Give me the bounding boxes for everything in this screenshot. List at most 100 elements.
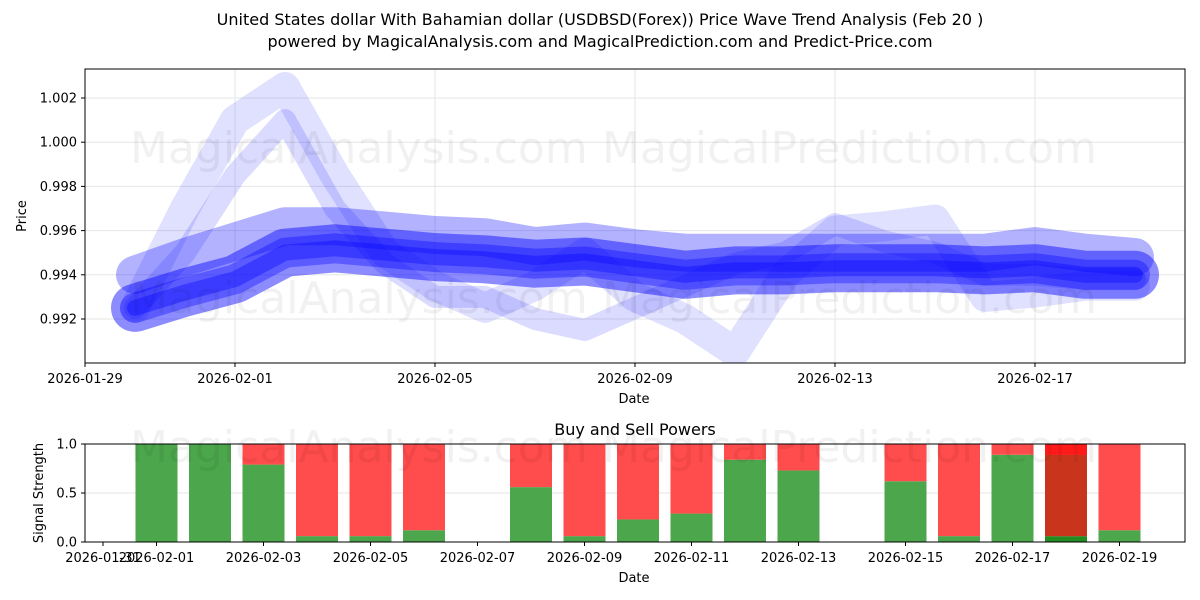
sell-bar — [991, 444, 1034, 455]
wave-band — [127, 240, 1143, 316]
wave-band — [120, 72, 1150, 363]
signal-bar — [189, 444, 231, 542]
signal-bar — [724, 444, 766, 542]
sell-bar — [777, 444, 820, 471]
x-tick-label: 2026-02-07 — [440, 551, 516, 566]
price-wave-bands — [111, 72, 1159, 363]
x-tick-label: 2026-02-01 — [197, 372, 273, 387]
x-tick-label: 2026-02-11 — [654, 551, 730, 566]
x-tick-label: 2026-02-05 — [397, 372, 473, 387]
signal-bar — [296, 444, 338, 542]
y-tick-label: 0.998 — [40, 180, 77, 195]
wave-band — [124, 109, 1146, 341]
buy-bar — [1045, 536, 1087, 542]
signal-bar — [403, 444, 445, 542]
bottom-x-label: Date — [618, 571, 649, 586]
sell-bar — [670, 444, 713, 514]
buy-bar — [724, 459, 766, 542]
x-tick-label: 2026-02-01 — [119, 551, 195, 566]
y-tick-label: 0.992 — [40, 313, 77, 328]
buy-sell-plot: Buy and Sell Powers MagicalAnalysis.com … — [32, 420, 1186, 586]
bottom-y-axis: 0.0 0.5 1.0 — [56, 438, 85, 551]
sell-bar — [1098, 444, 1141, 531]
x-tick-label: 2026-01-31 — [65, 551, 141, 566]
x-tick-label: 2026-02-09 — [597, 372, 673, 387]
x-tick-label: 2026-02-19 — [1082, 551, 1158, 566]
wave-band — [120, 233, 1150, 323]
signal-bar — [1098, 444, 1141, 542]
sell-bar — [296, 444, 338, 537]
x-tick-label: 2026-02-15 — [868, 551, 944, 566]
y-tick-label: 1.002 — [40, 92, 77, 107]
sell-bar — [617, 444, 659, 520]
signal-bar — [349, 444, 392, 542]
x-tick-label: 2026-02-17 — [975, 551, 1051, 566]
signal-bar — [510, 444, 552, 542]
sell-bar — [403, 444, 445, 531]
x-tick-label: 2026-01-29 — [47, 372, 123, 387]
x-tick-label: 2026-02-05 — [333, 551, 409, 566]
watermark-analysis: MagicalAnalysis.com — [130, 123, 588, 174]
chart-subtitle: powered by MagicalAnalysis.com and Magic… — [267, 32, 933, 51]
sell-bar — [242, 444, 285, 465]
signal-bar — [242, 444, 285, 542]
buy-bar — [296, 536, 338, 542]
signal-bar — [1045, 444, 1087, 542]
signal-bar — [777, 444, 820, 542]
signal-bar — [670, 444, 713, 542]
sell-bar — [510, 444, 552, 488]
sell-bar — [349, 444, 392, 537]
wave-band — [116, 207, 1154, 294]
sell-strong-bar — [1045, 444, 1087, 455]
bottom-y-label: Signal Strength — [32, 443, 47, 543]
buy-sell-bars — [135, 444, 1141, 542]
chart-title: United States dollar With Bahamian dolla… — [216, 10, 984, 29]
sell-bar — [884, 444, 927, 482]
watermark-prediction-2: MagicalPrediction.com — [602, 273, 1097, 324]
x-tick-label: 2026-02-03 — [226, 551, 302, 566]
buy-bar — [403, 530, 445, 542]
buy-bar — [991, 454, 1034, 542]
buy-bar — [884, 481, 927, 542]
sell-bar — [938, 444, 980, 537]
y-tick-label: 0.0 — [56, 536, 77, 551]
buy-bar — [563, 536, 606, 542]
signal-bar — [563, 444, 606, 542]
y-tick-label: 1.0 — [56, 438, 77, 453]
buy-bar — [938, 536, 980, 542]
x-tick-label: 2026-02-17 — [997, 372, 1073, 387]
y-tick-label: 0.994 — [40, 268, 77, 283]
watermark-prediction-3: MagicalPrediction.com — [602, 422, 1097, 473]
signal-bar — [884, 444, 927, 542]
y-tick-label: 1.000 — [40, 136, 77, 151]
signal-bar — [617, 444, 659, 542]
buy-bar — [617, 519, 659, 542]
buy-bar — [135, 444, 178, 542]
sell-bar — [724, 444, 766, 460]
buy-bar — [510, 487, 552, 542]
sell-bar — [563, 444, 606, 537]
signal-bar — [938, 444, 980, 542]
overlap-bar — [1045, 454, 1087, 537]
wave-band — [111, 224, 1159, 332]
price-wave-plot: MagicalAnalysis.com MagicalPrediction.co… — [15, 68, 1186, 407]
buy-bar — [1098, 530, 1141, 542]
main-y-axis: 0.992 0.994 0.996 0.998 1.000 1.002 — [40, 92, 85, 328]
watermark-analysis-2: MagicalAnalysis.com — [130, 273, 588, 324]
y-tick-label: 0.996 — [40, 224, 77, 239]
x-tick-label: 2026-02-13 — [797, 372, 873, 387]
buy-bar — [670, 513, 713, 542]
buy-sell-title: Buy and Sell Powers — [554, 420, 716, 439]
buy-bar — [777, 470, 820, 542]
main-x-axis: 2026-01-29 2026-02-01 2026-02-05 2026-02-09… — [47, 363, 1073, 387]
main-x-label: Date — [618, 392, 649, 407]
buy-bar — [349, 536, 392, 542]
buy-bar — [189, 444, 231, 542]
x-tick-label: 2026-02-13 — [761, 551, 837, 566]
buy-bar — [242, 464, 285, 542]
watermark-analysis-3: MagicalAnalysis.com — [130, 422, 588, 473]
signal-bar — [135, 444, 178, 542]
x-tick-label: 2026-02-09 — [547, 551, 623, 566]
